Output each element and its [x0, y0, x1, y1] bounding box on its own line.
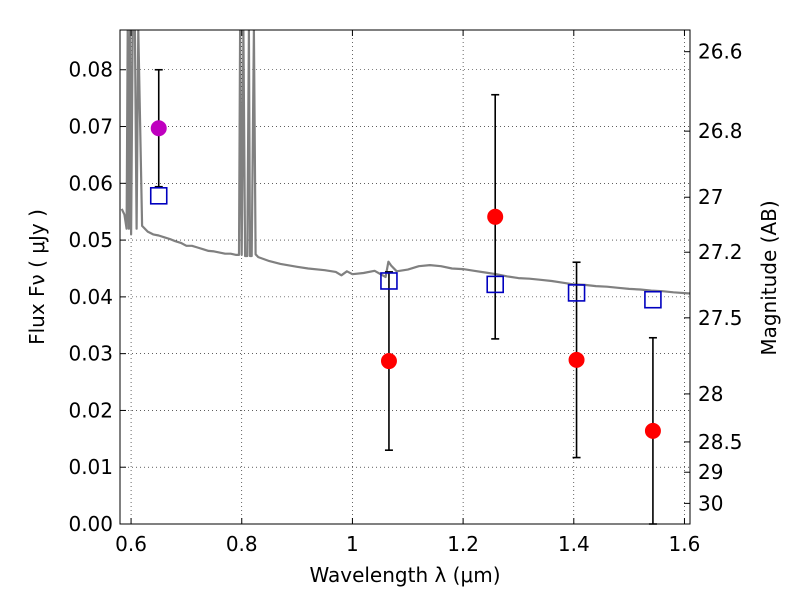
x-tick-label: 1.6 [669, 532, 701, 556]
x-tick-label: 1.2 [447, 532, 479, 556]
model-photometry-square [380, 272, 398, 290]
marker-layer [149, 120, 662, 439]
model-photometry-square [486, 275, 505, 294]
right-axis-label: Magnitude (AB) [757, 200, 781, 355]
observed-flux-point [644, 422, 661, 439]
x-tick-label: 0.6 [115, 532, 147, 556]
model-photometry-square [149, 187, 168, 205]
right-tick-label: 27 [698, 185, 723, 209]
y-tick-label: 0.05 [68, 228, 113, 252]
right-tick-label: 27.2 [698, 240, 743, 264]
y-tick-label: 0.07 [68, 115, 113, 139]
y-tick-label: 0.06 [68, 171, 113, 195]
y-tick-label: 0.08 [68, 58, 113, 82]
right-axis-ticks: 26.6 26.8 27 27.2 27.5 28 28.5 29 30 [684, 40, 743, 515]
y-tick-label: 0.00 [68, 512, 113, 536]
right-tick-label: 26.8 [698, 119, 743, 143]
right-tick-label: 30 [698, 491, 723, 515]
observed-flux-point [487, 208, 504, 225]
observed-flux-point [380, 353, 397, 370]
x-tick-label: 1.4 [558, 532, 590, 556]
y-tick-label: 0.02 [68, 398, 113, 422]
model-photometry-square [567, 284, 586, 302]
x-tick-label: 1 [346, 532, 359, 556]
x-axis-ticks: 0.6 0.8 1 1.2 1.4 1.6 [115, 30, 700, 556]
plot-frame [119, 29, 691, 525]
model-photometry-square [644, 290, 662, 309]
right-tick-label: 29 [698, 460, 723, 484]
right-tick-label: 28.5 [698, 430, 743, 454]
x-tick-label: 0.8 [226, 532, 258, 556]
y-tick-label: 0.03 [68, 342, 113, 366]
y-axis-ticks: 0.00 0.01 0.02 0.03 0.04 0.05 0.06 0.07 0.08 [68, 58, 126, 536]
y-axis-label: Flux Fν ( μJy ) [25, 209, 49, 345]
right-tick-label: 26.6 [698, 40, 743, 64]
series-layer [120, 30, 690, 295]
x-axis-label: Wavelength λ (μm) [309, 563, 500, 587]
y-tick-label: 0.01 [68, 455, 113, 479]
observed-flux-point [150, 120, 167, 137]
template-spectrum-line [120, 30, 690, 295]
right-tick-label: 27.5 [698, 306, 743, 330]
y-tick-label: 0.04 [68, 285, 113, 309]
observed-flux-point [568, 351, 585, 368]
right-tick-label: 28 [698, 382, 723, 406]
plot-area [120, 30, 690, 524]
